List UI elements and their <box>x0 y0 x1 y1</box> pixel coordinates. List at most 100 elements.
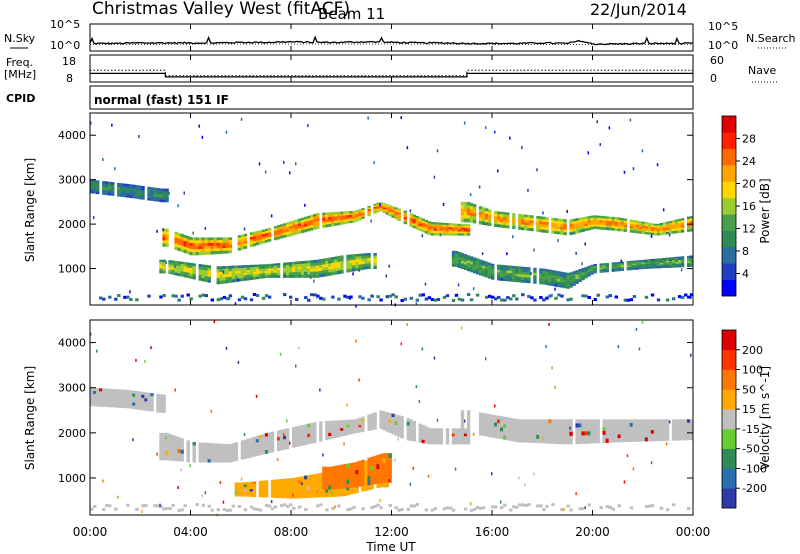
power-band-cell <box>316 223 320 227</box>
velocity-band-cell <box>114 404 118 408</box>
velocity-ground-cell <box>264 504 269 507</box>
velocity-band-cell <box>325 470 329 475</box>
power-band-cell <box>433 224 438 227</box>
power-band-cell <box>436 230 441 234</box>
velocity-speckle <box>418 399 421 403</box>
power-band-cell <box>391 208 395 211</box>
velocity-band-cell <box>228 459 233 463</box>
power-ground-cell <box>430 298 435 301</box>
velocity-band-cell <box>671 419 676 424</box>
velocity-band-cell <box>385 458 389 464</box>
velocity-band-cell <box>249 444 254 448</box>
power-band-cell <box>617 224 621 227</box>
power-band-cell <box>457 223 462 227</box>
power-band-cell <box>575 274 579 278</box>
velocity-band-cell <box>252 494 257 497</box>
power-band-cell <box>599 266 603 269</box>
power-band-cell <box>433 222 438 225</box>
velocity-band-cell <box>252 443 257 447</box>
velocity-colorbar-tick-label: 200 <box>742 344 763 357</box>
power-band-cell <box>316 226 320 229</box>
velocity-band-cell <box>126 398 130 403</box>
velocity-band-cell <box>198 442 202 447</box>
velocity-band-cell <box>575 431 579 436</box>
velocity-band-cell <box>108 391 112 396</box>
power-band-cell <box>328 269 332 273</box>
velocity-band-cell <box>539 435 543 440</box>
power-ground-cell <box>632 295 637 298</box>
power-band-cell <box>587 271 591 274</box>
power-band-cell <box>382 211 386 214</box>
velocity-band-cell <box>485 421 489 426</box>
velocity-band-cell <box>644 433 649 438</box>
power-speckle <box>283 160 285 164</box>
power-band-cell <box>542 216 546 220</box>
power-band-cell <box>614 265 618 267</box>
power-band-cell <box>478 221 483 225</box>
power-band-cell <box>346 257 350 261</box>
velocity-colorbar-swatch <box>722 330 736 351</box>
power-band-cell <box>165 240 169 244</box>
power-band-cell <box>614 221 618 225</box>
power-band-cell <box>641 223 646 227</box>
power-band-cell <box>605 227 609 231</box>
power-band-cell <box>445 227 450 230</box>
power-band-cell <box>617 264 621 267</box>
velocity-band-cell <box>216 443 220 447</box>
velocity-ground-cell <box>566 504 570 508</box>
power-band-cell <box>313 221 317 225</box>
power-band-cell <box>460 205 465 209</box>
power-band-cell <box>560 282 564 286</box>
velocity-band-cell <box>207 449 211 453</box>
power-band-cell <box>427 227 432 231</box>
power-band-cell <box>433 228 438 232</box>
power-band-cell <box>307 274 311 278</box>
power-ground-cell <box>690 293 694 297</box>
velocity-band-cell <box>346 427 350 431</box>
power-band-cell <box>644 261 649 263</box>
velocity-band-cell <box>439 441 444 445</box>
power-band-cell <box>331 260 335 264</box>
power-band-cell <box>509 270 513 274</box>
velocity-speckle <box>635 327 638 331</box>
velocity-band-cell <box>451 431 456 434</box>
power-band-cell <box>617 263 621 266</box>
velocity-band-cell <box>222 449 227 454</box>
velocity-band-cell <box>677 419 682 424</box>
power-band-cell <box>563 219 567 223</box>
power-speckle <box>225 130 228 134</box>
velocity-band-cell <box>566 419 570 424</box>
velocity-speckle <box>400 342 402 346</box>
power-band-cell <box>677 260 682 263</box>
velocity-band-cell <box>635 419 640 424</box>
velocity-band-cell <box>352 421 356 425</box>
velocity-band-cell <box>506 424 510 429</box>
velocity-band-cell <box>295 491 299 496</box>
power-band-cell <box>653 266 658 269</box>
velocity-band-cell <box>298 435 302 440</box>
power-band-cell <box>481 213 486 217</box>
power-band-cell <box>608 216 612 220</box>
power-band-cell <box>587 218 591 222</box>
power-band-cell <box>225 268 230 272</box>
velocity-band-cell <box>313 425 317 430</box>
velocity-band-cell <box>298 487 302 492</box>
power-band-cell <box>524 222 528 226</box>
velocity-band-cell <box>177 453 181 458</box>
velocity-band-cell <box>445 428 450 432</box>
velocity-band-cell <box>343 472 347 477</box>
velocity-band-cell <box>349 483 353 488</box>
velocity-band-cell <box>292 484 296 489</box>
power-band-cell <box>162 243 166 247</box>
velocity-band-cell <box>286 431 290 436</box>
power-band-cell <box>361 256 365 260</box>
power-ground-cell <box>376 295 380 299</box>
velocity-band-cell <box>397 418 401 423</box>
power-band-cell <box>650 259 655 261</box>
velocity-band-cell <box>355 461 359 467</box>
power-band-cell <box>690 228 694 232</box>
velocity-band-cell <box>587 427 591 432</box>
velocity-band-cell <box>430 441 435 445</box>
power-ytick-label: 2000 <box>58 218 86 231</box>
power-band-cell <box>120 183 124 186</box>
